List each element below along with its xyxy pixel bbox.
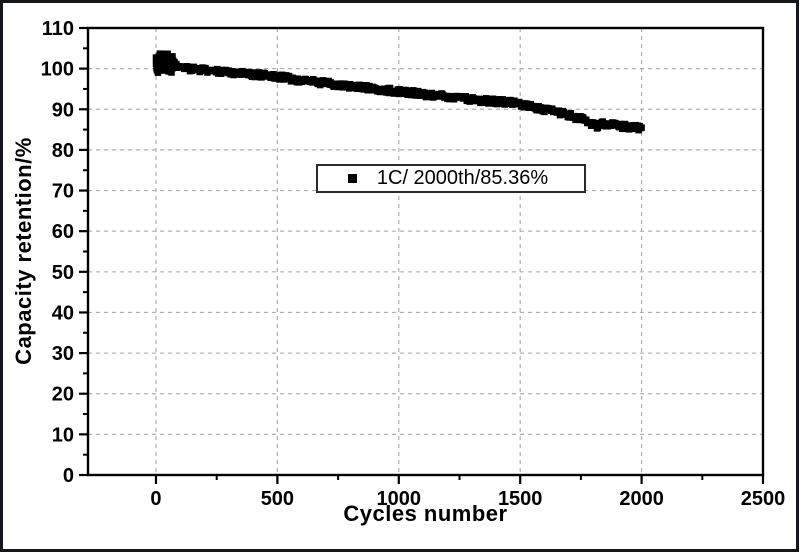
x-tick-label: 1500 xyxy=(498,488,543,510)
y-tick-label: 30 xyxy=(52,343,74,365)
data-point-marker xyxy=(386,84,394,92)
x-tick-label: 1000 xyxy=(377,488,422,510)
legend-label: 1C/ 2000th/85.36% xyxy=(376,167,549,189)
x-tick-label: 2000 xyxy=(619,488,664,510)
data-point-marker xyxy=(161,57,168,65)
data-point-marker xyxy=(280,76,288,83)
y-tick-label: 60 xyxy=(52,221,74,243)
y-axis-title: Capacity retention/% xyxy=(11,137,36,365)
plot-frame xyxy=(86,26,765,477)
data-point-marker xyxy=(164,50,171,58)
chart-plot-area: 0 10 20 30 40 50 60 70 80 90 100 110 0 500 1000 1500 200… xyxy=(41,18,786,510)
legend-box: 1C/ 2000th/85.36% xyxy=(316,164,586,193)
x-tick-label: 0 xyxy=(150,488,161,510)
x-axis-title: Cycles number xyxy=(343,501,508,526)
y-tick-label: 100 xyxy=(41,59,74,81)
data-point-marker xyxy=(168,69,175,76)
y-tick-label: 20 xyxy=(52,384,74,406)
data-point-marker xyxy=(155,53,163,61)
data-point-marker xyxy=(316,81,324,89)
data-point-marker xyxy=(638,124,645,131)
data-point-marker xyxy=(154,69,162,76)
x-tick-label: 2500 xyxy=(741,488,786,510)
y-tick-label: 50 xyxy=(52,262,74,284)
data-point-marker xyxy=(555,107,563,115)
y-tick-label: 70 xyxy=(52,181,74,203)
y-tick-label: 80 xyxy=(52,140,74,162)
data-point-marker xyxy=(169,56,177,64)
y-tick-label: 40 xyxy=(52,302,74,324)
data-point-marker xyxy=(507,96,514,104)
data-point-marker xyxy=(276,76,283,83)
data-point-marker xyxy=(599,118,606,125)
data-point-marker xyxy=(169,65,176,72)
y-tick-label: 0 xyxy=(63,465,74,487)
y-tick-label: 10 xyxy=(52,424,74,446)
filled-square-icon xyxy=(347,174,357,183)
x-tick-label: 500 xyxy=(261,488,294,510)
y-tick-label: 110 xyxy=(42,18,74,40)
y-tick-label: 90 xyxy=(52,99,74,121)
